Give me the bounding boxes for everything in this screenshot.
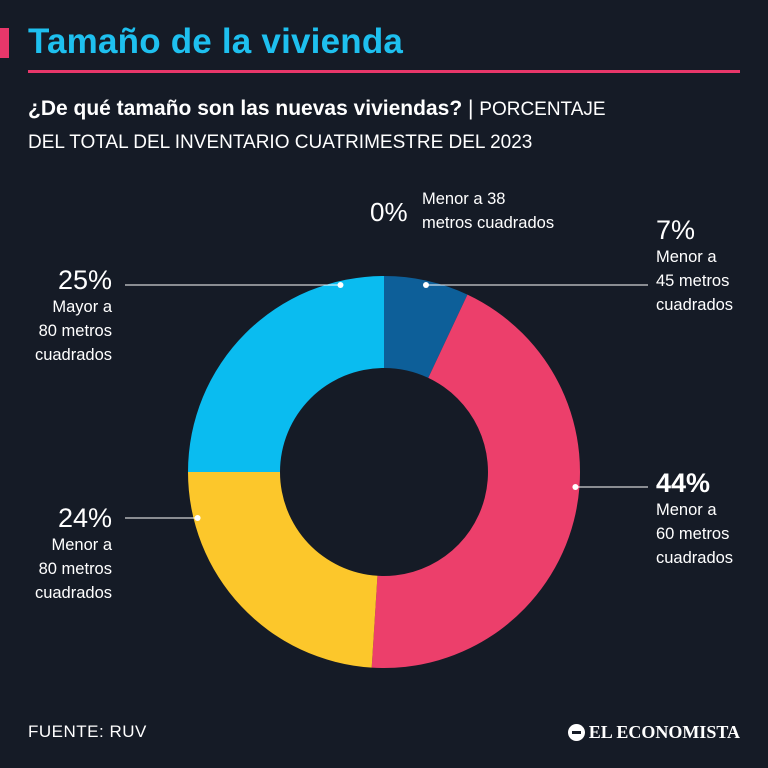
- brand-name: EL ECONOMISTA: [588, 722, 740, 742]
- slice-desc-4-line-2: cuadrados: [34, 346, 112, 364]
- slice-pct-2: 44%: [656, 468, 711, 498]
- slice-desc-4-line-0: Mayor a: [52, 298, 112, 316]
- slice-label-1: 7% Menor a 45 metros cuadrados: [656, 215, 733, 317]
- slice-desc-3-line-0: Menor a: [51, 536, 112, 554]
- page-title: Tamaño de la vivienda: [28, 22, 404, 61]
- slice-desc-0: Menor a 38 metros cuadrados: [422, 187, 554, 235]
- slice-3: [188, 472, 378, 668]
- slice-desc-1-line-0: Menor a: [656, 248, 717, 266]
- slice-desc-2-line-2: cuadrados: [656, 549, 734, 567]
- title-divider: [28, 70, 740, 73]
- slice-desc-2-line-1: 60 metros: [656, 525, 730, 543]
- slice-desc-3-line-1: 80 metros: [38, 560, 112, 578]
- slice-label-3: 24% Menor a 80 metros cuadrados: [35, 503, 112, 605]
- slice-2: [371, 294, 580, 668]
- slice-label-2: 44% Menor a 60 metros cuadrados: [656, 468, 733, 570]
- chart-question: ¿De qué tamaño son las nuevas viviendas?: [28, 97, 463, 120]
- slice-pct-0: 0%: [370, 197, 408, 227]
- chart-unit-line1: PORCENTAJE: [479, 99, 606, 120]
- slice-pct-1: 7%: [656, 215, 696, 245]
- brand-logo-icon: [567, 724, 585, 741]
- slice-desc-1-line-2: cuadrados: [656, 296, 734, 314]
- leader-dot-4: [337, 282, 344, 288]
- chart-unit-line2: DEL TOTAL DEL INVENTARIO CUATRIMESTRE DE…: [28, 132, 533, 153]
- slice-label-0: 0%: [370, 197, 408, 227]
- slice-desc-0-line-1: metros cuadrados: [422, 214, 555, 232]
- slice-4: [188, 276, 384, 472]
- slice-pct-3: 24%: [57, 503, 112, 533]
- slice-pct-4: 25%: [57, 265, 112, 295]
- subtitle-separator: |: [462, 97, 480, 120]
- slice-desc-1-line-1: 45 metros: [656, 272, 730, 290]
- slice-1: [384, 276, 468, 378]
- leader-dot-1: [423, 282, 429, 288]
- slice-desc-3-line-2: cuadrados: [34, 584, 112, 602]
- slice-desc-2-line-0: Menor a: [656, 501, 717, 519]
- slice-desc-4-line-1: 80 metros: [38, 322, 112, 340]
- leader-dot-3: [194, 515, 201, 521]
- chart-subtitle: ¿De qué tamaño son las nuevas viviendas?…: [28, 93, 744, 159]
- slice-desc-0-line-0: Menor a 38: [422, 190, 506, 208]
- brand-logo: EL ECONOMISTA: [567, 722, 740, 743]
- leader-dot-2: [572, 484, 579, 490]
- source-note: FUENTE: RUV: [28, 722, 147, 741]
- slice-label-4: 25% Mayor a 80 metros cuadrados: [35, 265, 112, 367]
- title-accent-bar: [0, 28, 9, 58]
